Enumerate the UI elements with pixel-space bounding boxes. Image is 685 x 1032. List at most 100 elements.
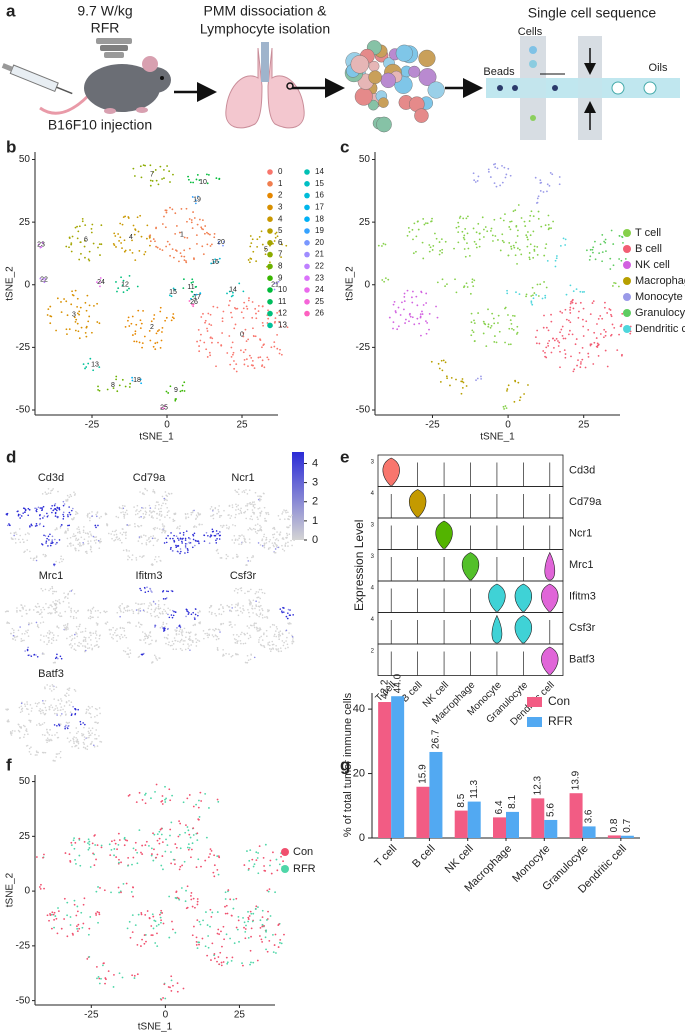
cell-point <box>568 333 570 336</box>
cell-point <box>78 310 81 313</box>
cell-point <box>115 378 118 381</box>
cell-point <box>134 229 137 231</box>
cell-point <box>174 232 177 235</box>
cell-point <box>168 641 170 644</box>
legend-marker <box>623 325 631 333</box>
legend-label: 23 <box>315 273 324 282</box>
cell-point <box>122 291 125 294</box>
cell-point <box>132 886 135 889</box>
cell-point <box>419 313 422 316</box>
cell-point <box>89 517 91 519</box>
cell-point <box>35 559 38 562</box>
cell-point <box>89 729 92 732</box>
cell-point <box>509 174 512 177</box>
cell-point <box>440 238 443 241</box>
cell-point <box>175 897 178 900</box>
cell-point <box>180 887 183 889</box>
cell-point <box>65 328 68 331</box>
value-label: 42.2 <box>379 679 390 699</box>
cell-point <box>97 646 100 649</box>
cell-point <box>222 961 225 963</box>
cell-point <box>164 209 167 212</box>
cell-point <box>46 515 49 518</box>
cell-point <box>188 247 191 250</box>
cell-point <box>256 523 259 525</box>
cell-point <box>88 734 91 737</box>
cell-point <box>255 591 258 593</box>
cell-point <box>50 690 53 692</box>
cell-point <box>126 524 129 526</box>
cell-point <box>268 939 271 942</box>
cell-point <box>156 839 159 842</box>
cell-point <box>172 287 175 290</box>
cell-point <box>147 590 150 593</box>
cell-point <box>277 539 280 542</box>
cell-point <box>64 711 67 713</box>
cell-point <box>144 591 147 594</box>
cell-point <box>518 399 521 402</box>
cell-point <box>41 751 44 754</box>
cell-point <box>186 513 189 515</box>
cell-point <box>184 648 187 651</box>
cell-point <box>240 543 243 545</box>
gene-label: Ncr1 <box>569 528 592 540</box>
cell-point <box>80 326 83 329</box>
cell-point <box>182 640 185 642</box>
cell-point <box>140 322 143 325</box>
cell-point <box>153 610 156 613</box>
cell-point <box>54 508 57 511</box>
cell-point <box>262 324 265 327</box>
cell-point <box>148 643 150 646</box>
cell-point <box>220 344 223 346</box>
cell-point <box>56 753 59 755</box>
cell-point <box>91 647 94 650</box>
cell-point <box>88 927 91 930</box>
cell-point <box>512 244 515 247</box>
cell-point <box>56 528 58 530</box>
cell-point <box>192 805 195 808</box>
cell-point <box>247 338 250 341</box>
cell-point <box>253 622 256 625</box>
cell-point <box>53 926 55 929</box>
cell-point <box>225 524 228 527</box>
cell-point <box>36 655 39 658</box>
cell-point <box>235 926 238 929</box>
cell-point <box>68 694 70 696</box>
cell-point <box>68 236 71 239</box>
cell-point <box>149 602 151 604</box>
cell-point <box>188 645 190 647</box>
cell-point <box>115 856 118 858</box>
cell-point <box>39 514 41 517</box>
cell-point <box>291 514 293 517</box>
cell-point <box>269 546 271 549</box>
cell-point <box>242 964 244 967</box>
cell-point <box>255 312 257 315</box>
cell-point <box>547 344 550 347</box>
cell-point <box>190 892 193 894</box>
cell-point <box>247 299 250 302</box>
cell-point <box>228 526 231 528</box>
cell-point <box>546 183 549 186</box>
cell-point <box>276 334 278 336</box>
cell-point <box>118 635 121 638</box>
cell-point <box>44 277 46 280</box>
cell-point <box>78 545 81 547</box>
legend-marker <box>623 261 631 269</box>
cell-point <box>82 746 85 749</box>
cell-point <box>247 259 250 261</box>
cell-point <box>254 908 257 910</box>
cell-point <box>545 243 548 245</box>
cell-point <box>48 639 50 642</box>
cell-point <box>179 525 181 527</box>
cell-point <box>179 537 182 540</box>
cell-point <box>552 220 555 223</box>
cell-point <box>46 728 48 731</box>
cell-point <box>624 258 627 260</box>
cell-point <box>235 609 237 612</box>
cell-point <box>119 607 121 610</box>
cell-point <box>43 887 45 890</box>
cell-point <box>89 609 92 612</box>
cell-point <box>255 626 258 629</box>
cell-point <box>65 300 68 303</box>
legend-label: 20 <box>315 238 324 247</box>
